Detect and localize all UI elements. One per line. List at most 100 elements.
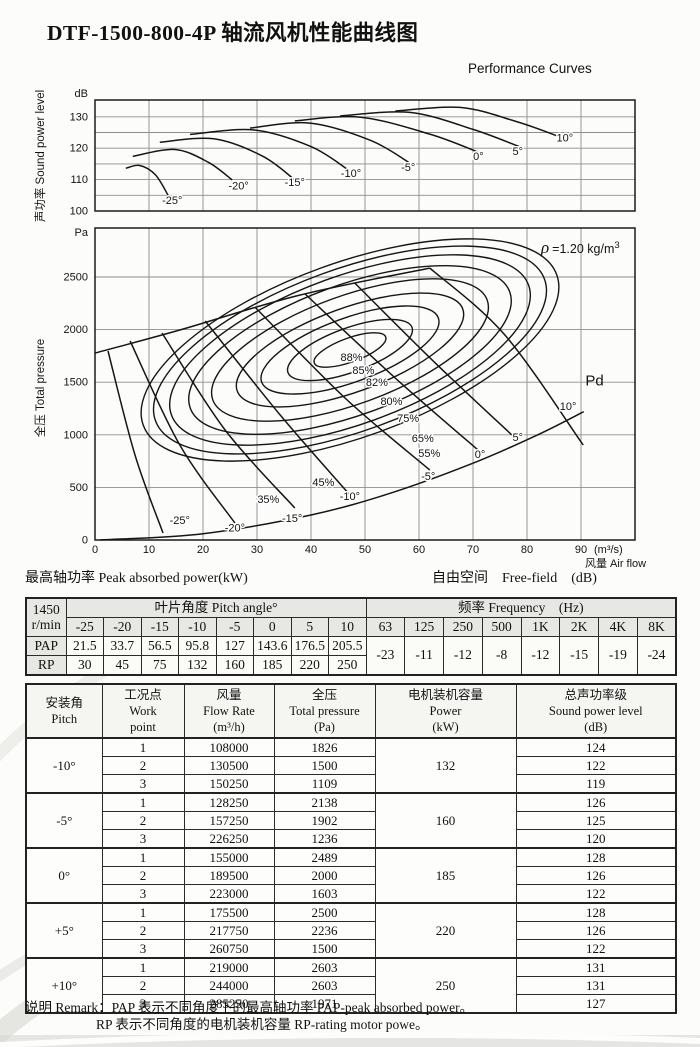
- rp-value: 132: [178, 655, 217, 676]
- flow-rate-cell: 285250: [183, 994, 275, 1014]
- work-point-cell: 1: [101, 902, 185, 922]
- total-pressure-cell: 2603: [273, 976, 376, 995]
- efficiency-contour: [188, 264, 512, 436]
- efficiency-contour: [168, 254, 532, 446]
- pitch-angle-col: -5: [215, 617, 254, 637]
- noise-curve: [395, 106, 561, 138]
- sound-power-cell: 127: [515, 994, 677, 1014]
- sound-power-cell: 122: [515, 884, 677, 904]
- work-point-cell: 2: [101, 921, 185, 940]
- pitch-cell: -10°: [25, 737, 103, 794]
- pitch-angle-col: -15: [140, 617, 179, 637]
- chart-label: 5°: [513, 146, 524, 158]
- work-point-cell: 2: [101, 811, 185, 830]
- chart-label: 75%: [397, 413, 419, 425]
- table-row: 3 150250 1109 119: [26, 774, 677, 794]
- flow-rate-cell: 260750: [183, 939, 275, 959]
- flow-rate-cell: 130500: [183, 756, 275, 775]
- chart-label: 30: [251, 544, 263, 556]
- perf-header: 电机装机容量 Power (kW): [374, 683, 517, 739]
- chart-label: 70: [467, 544, 479, 556]
- pitch-curve: [161, 332, 296, 509]
- work-point-cell: 3: [101, 994, 185, 1014]
- noise-gridlines: [95, 100, 635, 211]
- pitch-cell: +10°: [25, 957, 103, 1014]
- chart-label: 65%: [412, 433, 434, 445]
- frequency-col: 2K: [559, 617, 600, 637]
- table-row: 3 226250 1236 120: [26, 829, 677, 849]
- pitch-angle-col: 10: [328, 617, 367, 637]
- frequency-col: 1K: [520, 617, 561, 637]
- air-density-label: ρ =1.20 kg/m3: [540, 238, 620, 257]
- pressure-y-axis-label: 全压 Total pressure: [33, 339, 47, 437]
- total-pressure-cell: 1603: [273, 884, 376, 904]
- work-point-cell: 2: [101, 866, 185, 885]
- pressure-curves: [94, 267, 585, 541]
- work-point-cell: 1: [101, 737, 185, 757]
- pitch-curve: [204, 320, 351, 496]
- total-pressure-cell: 1500: [273, 939, 376, 959]
- chart-label: 120: [70, 143, 88, 155]
- pitch-curve: [129, 340, 236, 524]
- chart-label: 130: [70, 111, 88, 123]
- chart-label: dB: [75, 88, 88, 100]
- flow-rate-cell: 157250: [183, 811, 275, 830]
- flow-rate-cell: 189500: [183, 866, 275, 885]
- fan-speed-cell: 1450 r/min: [25, 597, 67, 637]
- sound-power-cell: 125: [515, 811, 677, 830]
- total-pressure-cell: 2500: [273, 902, 376, 922]
- noise-curve: [294, 115, 479, 153]
- chart-label: 2000: [64, 324, 88, 336]
- chart-label: 500: [70, 482, 88, 494]
- efficiency-contour: [140, 238, 560, 462]
- chart-label: Pa: [75, 227, 89, 239]
- table-row: -25 -20 -15 -10 -5 0 5 10 63 125 250 500 1K 2K 4K 8K: [26, 617, 677, 637]
- peak-power-caption: 最高轴功率 Peak absorbed power(kW): [25, 571, 248, 586]
- work-point-cell: 3: [101, 829, 185, 849]
- pd-curve: [100, 411, 585, 541]
- total-pressure-cell: 1236: [273, 829, 376, 849]
- sound-power-cell: 126: [515, 921, 677, 940]
- total-pressure-cell: 1500: [273, 756, 376, 775]
- rp-value: 185: [253, 655, 292, 676]
- chart-label: -15°: [285, 177, 305, 189]
- chart-label: 85%: [352, 365, 374, 377]
- chart-label: 20: [197, 544, 209, 556]
- frequency-header: 频率 Frequency (Hz): [365, 597, 677, 618]
- pitch-cell: -5°: [25, 792, 103, 849]
- pitch-angle-col: -20: [103, 617, 142, 637]
- noise-curves: [125, 106, 561, 197]
- flow-rate-cell: 128250: [183, 792, 275, 812]
- table-row: 安装角 Pitch 工况点 Work point 风量 Flow Rate (m³/h) 全压 T…: [25, 683, 677, 739]
- chart-label: 40: [305, 544, 317, 556]
- table-row: 3 260750 1500 122: [26, 939, 677, 959]
- pap-value: 21.5: [65, 636, 104, 656]
- frequency-col: 125: [404, 617, 445, 637]
- sound-power-cell: 131: [515, 957, 677, 977]
- sound-power-cell: 131: [515, 976, 677, 995]
- chart-label: 55%: [418, 448, 440, 460]
- table-row: -10° 1 108000 1826 132 124: [25, 737, 677, 794]
- total-pressure-cell: 1902: [273, 811, 376, 830]
- chart-label: -10°: [340, 491, 360, 503]
- work-point-cell: 3: [101, 884, 185, 904]
- chart-label: 10: [143, 544, 155, 556]
- chart-label: 90: [575, 544, 587, 556]
- pressure-gridlines: [95, 228, 635, 540]
- perf-header: 总声功率级 Sound power level (dB): [515, 683, 677, 739]
- octave-correction-value: -8: [481, 636, 522, 676]
- noise-curve: [249, 121, 411, 164]
- total-pressure-cell: 2603: [273, 957, 376, 977]
- chart-label: -5°: [421, 471, 435, 483]
- noise-curve: [125, 164, 170, 197]
- pap-value: 176.5: [290, 636, 329, 656]
- peak-power-table: 1450 r/min 叶片角度 Pitch angle° 频率 Frequency (…: [25, 597, 678, 676]
- efficiency-contour: [235, 292, 465, 408]
- efficiency-contour: [260, 305, 440, 395]
- chart-label: 110: [70, 174, 88, 186]
- frequency-col: 500: [481, 617, 522, 637]
- octave-correction-value: -12: [443, 636, 483, 676]
- pitch-curve: [354, 282, 513, 436]
- pitch-curve: [304, 293, 479, 451]
